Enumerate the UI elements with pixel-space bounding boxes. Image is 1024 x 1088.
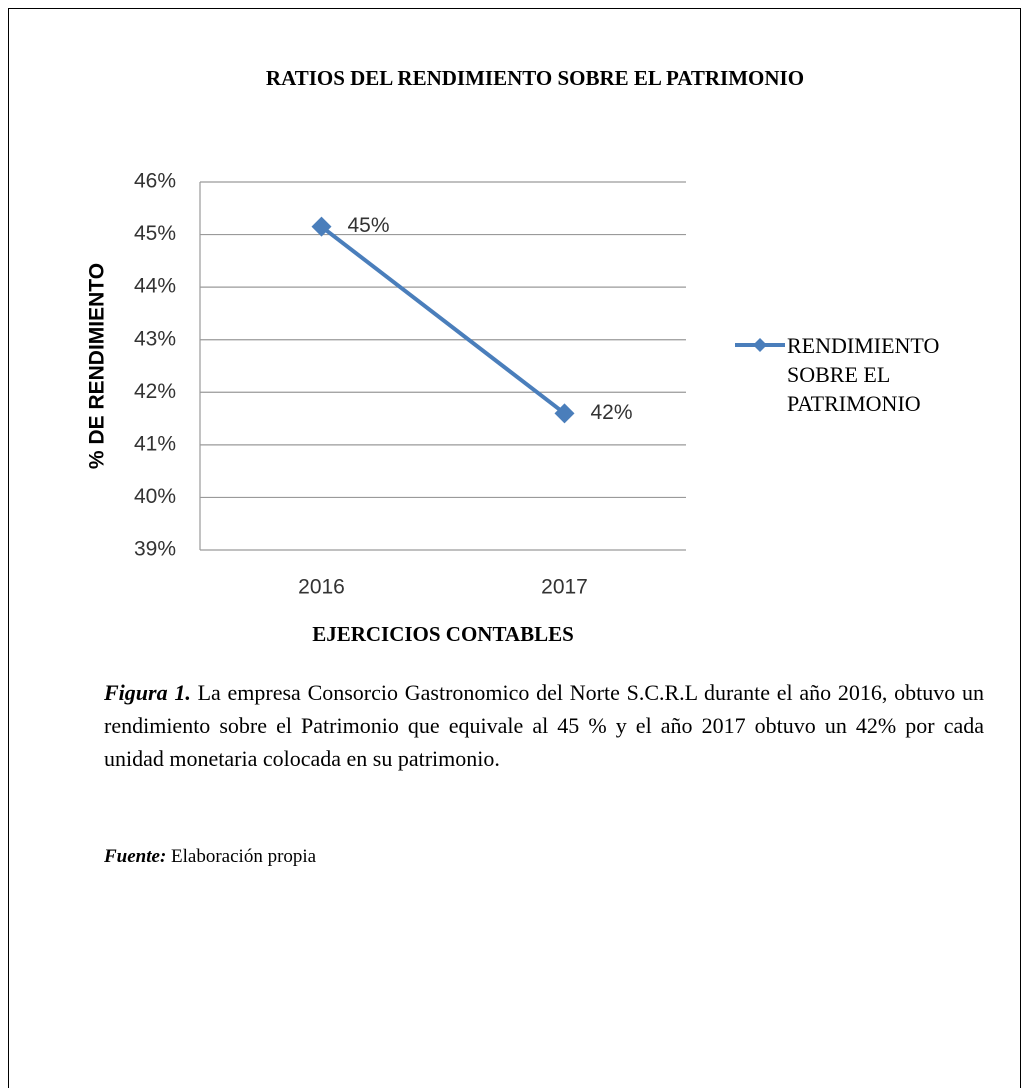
series-line — [320, 225, 566, 415]
y-tick-label: 39% — [134, 538, 176, 561]
source-label: Fuente: — [104, 846, 167, 867]
data-point — [554, 403, 575, 424]
y-tick-label: 45% — [134, 222, 176, 245]
legend-label: RENDIMIENTO SOBRE EL PATRIMONIO — [787, 333, 940, 416]
data-label: 45% — [348, 214, 390, 237]
x-tick-label: 2016 — [298, 576, 345, 599]
source-text: Elaboración propia — [171, 846, 317, 867]
y-tick-label: 46% — [134, 170, 176, 193]
y-axis-label: % DE RENDIMIENTO — [86, 263, 109, 469]
chart-title: RATIOS DEL RENDIMIENTO SOBRE EL PATRIMON… — [266, 66, 804, 90]
caption: Figura 1. La empresa Consorcio Gastronom… — [104, 676, 984, 775]
caption-label: Figura 1. — [104, 680, 191, 705]
y-tick-label: 43% — [134, 327, 176, 350]
x-tick-label: 2017 — [541, 576, 588, 599]
y-tick-label: 41% — [134, 432, 176, 455]
y-tick-label: 44% — [134, 275, 176, 298]
legend-marker — [753, 338, 767, 352]
y-tick-label: 40% — [134, 485, 176, 508]
source: Fuente: Elaboración propia — [104, 846, 316, 868]
data-label: 42% — [591, 401, 633, 424]
data-point — [311, 216, 332, 237]
x-axis-label: EJERCICIOS CONTABLES — [312, 622, 574, 646]
caption-text: La empresa Consorcio Gastronomico del No… — [104, 680, 984, 771]
y-tick-label: 42% — [134, 380, 176, 403]
frame — [8, 8, 1021, 1088]
